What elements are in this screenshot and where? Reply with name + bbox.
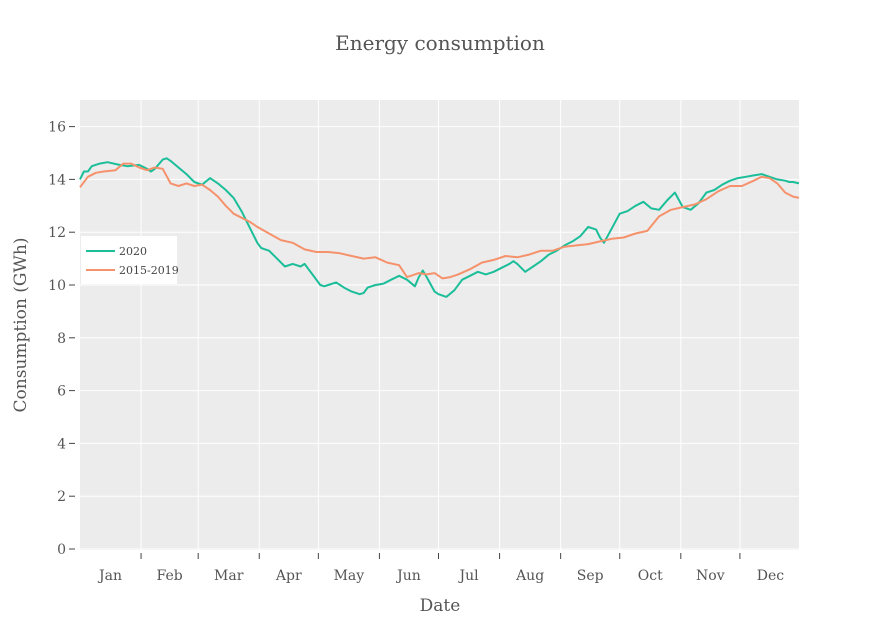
y-tick-label: 16: [48, 120, 66, 136]
x-tick-label-jul: Jul: [457, 568, 479, 584]
y-tick-label: 0: [57, 542, 66, 558]
legend-label-2015-2019: 2015-2019: [119, 264, 179, 277]
x-tick-label-feb: Feb: [157, 568, 183, 584]
y-tick-labels: 0 2 4 6 8 10 12 14 16: [48, 120, 75, 558]
y-tick-label: 14: [48, 172, 66, 188]
legend[interactable]: 2020 2015-2019: [81, 236, 179, 284]
plot-background: [80, 100, 799, 550]
y-tick-label: 10: [48, 278, 66, 294]
y-tick-label: 8: [57, 331, 66, 347]
x-axis-title: Date: [420, 596, 461, 616]
chart-title: Energy consumption: [335, 31, 545, 55]
y-tick-label: 2: [57, 489, 66, 505]
y-tick-label: 6: [57, 384, 66, 400]
legend-box: [81, 236, 177, 284]
x-tick-labels: Jan Feb Mar Apr May Jun Jul Aug Sep Oct Nov Dec: [97, 553, 784, 584]
series-line-2020[interactable]: [79, 157, 800, 298]
x-tick-label-nov: Nov: [696, 568, 725, 584]
x-tick-label-aug: Aug: [515, 568, 544, 584]
legend-label-2020: 2020: [119, 245, 147, 258]
x-tick-label-jun: Jun: [395, 568, 421, 584]
series-lines: [79, 157, 800, 298]
y-axis-title: Consumption (GWh): [11, 238, 31, 413]
series-line-2015-2019[interactable]: [79, 162, 800, 280]
y-tick-label: 4: [57, 436, 66, 452]
x-tick-label-jan: Jan: [97, 568, 122, 584]
x-tick-label-mar: Mar: [214, 568, 244, 584]
y-tick-label: 12: [48, 225, 66, 241]
x-tick-label-apr: Apr: [275, 568, 302, 584]
gridlines: [80, 100, 799, 550]
x-tick-label-sep: Sep: [577, 568, 604, 584]
x-tick-label-dec: Dec: [757, 568, 785, 584]
x-tick-label-oct: Oct: [638, 568, 663, 584]
x-tick-label-may: May: [334, 568, 365, 584]
